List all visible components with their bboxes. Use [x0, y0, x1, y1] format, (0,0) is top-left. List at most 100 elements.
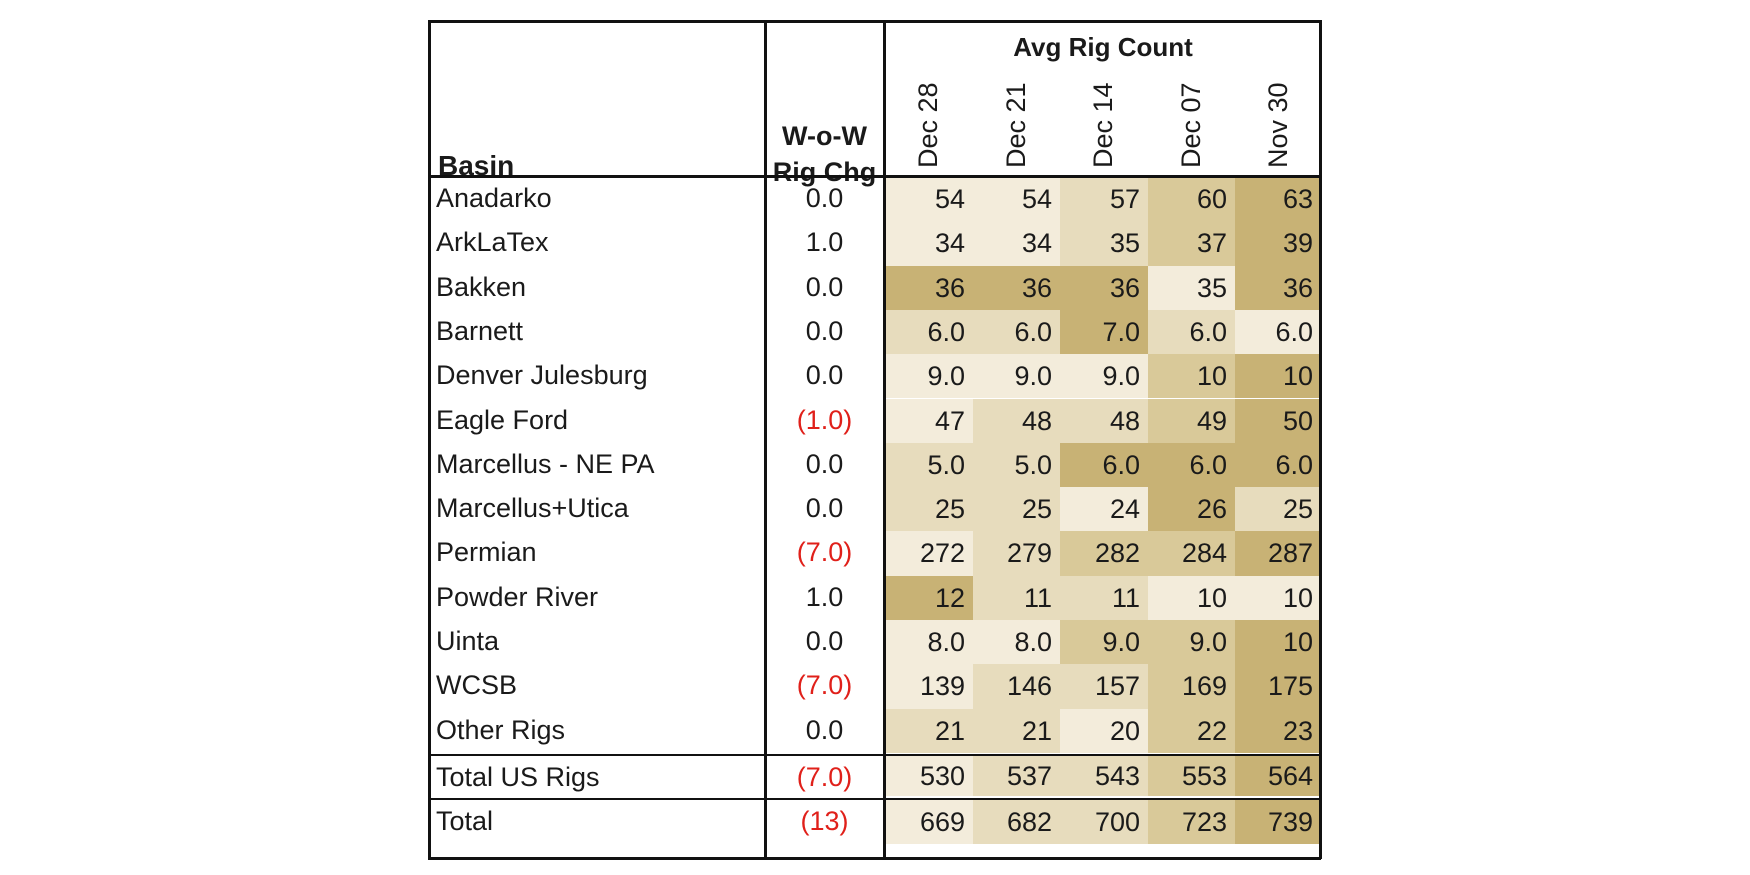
table-row-rig-count-cell: 34	[973, 221, 1060, 266]
total-us-row-label: Total US Rigs	[436, 761, 600, 792]
table-row-rig-count-cell: 36	[1235, 265, 1321, 310]
table-row-label: Powder River	[436, 581, 599, 612]
basin-column-divider	[764, 20, 767, 859]
table-row-rig-count-cell: 34	[885, 221, 973, 266]
wow-header-line2: Rig Chg	[772, 157, 877, 187]
wow-header-line1: W-o-W	[782, 121, 867, 151]
date-header: Dec 28	[913, 82, 943, 168]
date-header: Dec 07	[1176, 82, 1206, 168]
table-row-rig-count-cell: 25	[885, 487, 973, 532]
table-row-rig-count-cell: 146	[973, 664, 1060, 709]
table-row-label: Eagle Ford	[436, 404, 569, 435]
table-row-rig-count-cell: 9.0	[1060, 620, 1148, 665]
date-header: Dec 21	[1001, 82, 1031, 168]
table-row-wow-change: (7.0)	[796, 670, 853, 701]
table-row-wow-change: 0.0	[805, 183, 844, 213]
table-row-rig-count-cell: 6.0	[1235, 309, 1321, 355]
table-row-rig-count-cell: 157	[1060, 664, 1148, 709]
table-row-label: Permian	[436, 537, 537, 568]
table-row-label: WCSB	[436, 670, 517, 701]
total-row-rig-count-cell: 739	[1235, 799, 1321, 844]
table-row-rig-count-cell: 11	[1060, 575, 1148, 620]
top-border	[428, 20, 1321, 23]
table-row-rig-count-cell: 25	[1235, 487, 1321, 532]
table-row-rig-count-cell: 6.0	[1060, 442, 1148, 488]
table-row-label: Marcellus+Utica	[436, 493, 629, 524]
table-row-rig-count-cell: 287	[1235, 531, 1321, 576]
table-row-rig-count-cell: 48	[1060, 398, 1148, 443]
table-row-rig-count-cell: 37	[1148, 221, 1235, 266]
table-row-rig-count-cell: 60	[1148, 177, 1235, 222]
table-row-rig-count-cell: 25	[973, 487, 1060, 532]
table-row-rig-count-cell: 284	[1148, 531, 1235, 576]
table-row-wow-change: 0.0	[805, 626, 844, 656]
table-row-rig-count-cell: 6.0	[973, 309, 1060, 355]
table-row-rig-count-cell: 10	[1148, 575, 1235, 620]
total-us-row-rig-count-cell: 530	[885, 755, 973, 796]
table-row-rig-count-cell: 12	[885, 575, 973, 620]
table-row-wow-change: 0.0	[805, 493, 844, 524]
table-row-wow-change: 0.0	[805, 271, 844, 302]
table-row-rig-count-cell: 11	[973, 575, 1060, 620]
table-row-wow-change: (7.0)	[796, 537, 853, 568]
table-row-rig-count-cell: 20	[1060, 708, 1148, 753]
table-row-rig-count-cell: 169	[1148, 664, 1235, 709]
table-row-label: Uinta	[436, 626, 500, 656]
table-row-label: Bakken	[436, 271, 527, 302]
total-row-wow-change: (13)	[800, 805, 849, 836]
table-row-rig-count-cell: 9.0	[885, 354, 973, 399]
right-border	[1319, 20, 1322, 859]
table-row-rig-count-cell: 57	[1060, 177, 1148, 222]
table-row-rig-count-cell: 21	[885, 708, 973, 753]
table-row-wow-change: 0.0	[805, 714, 844, 745]
table-row-rig-count-cell: 8.0	[973, 620, 1060, 665]
table-row-rig-count-cell: 21	[973, 708, 1060, 753]
total-row-label: Total	[436, 805, 494, 836]
table-row-rig-count-cell: 6.0	[885, 309, 973, 355]
rig-count-table: Basin W-o-W Rig Chg Avg Rig Count Dec 28…	[428, 20, 1322, 860]
table-row-rig-count-cell: 54	[885, 177, 973, 222]
change-column-divider	[883, 20, 886, 859]
table-row-wow-change: 0.0	[805, 360, 844, 391]
table-row-label: Denver Julesburg	[436, 360, 648, 391]
header-divider	[428, 175, 1321, 178]
table-row-rig-count-cell: 26	[1148, 487, 1235, 532]
table-row-rig-count-cell: 39	[1235, 221, 1321, 266]
table-row-rig-count-cell: 35	[1060, 221, 1148, 266]
table-row-rig-count-cell: 139	[885, 664, 973, 709]
table-row-rig-count-cell: 6.0	[1148, 442, 1235, 488]
table-row-rig-count-cell: 35	[1148, 265, 1235, 310]
table-row-rig-count-cell: 9.0	[1060, 354, 1148, 399]
table-row-rig-count-cell: 175	[1235, 664, 1321, 709]
table-row-label: Marcellus - NE PA	[436, 448, 655, 479]
table-row-rig-count-cell: 47	[885, 398, 973, 443]
table-row-wow-change: 0.0	[805, 448, 844, 479]
table-row-wow-change: 1.0	[805, 581, 844, 612]
table-row-rig-count-cell: 63	[1235, 177, 1321, 222]
table-row-label: ArkLaTex	[436, 227, 549, 258]
table-row-rig-count-cell: 49	[1148, 398, 1235, 443]
date-header: Dec 14	[1088, 82, 1118, 168]
table-row-rig-count-cell: 22	[1148, 708, 1235, 753]
table-row-rig-count-cell: 10	[1235, 620, 1321, 665]
table-row-rig-count-cell: 36	[973, 265, 1060, 310]
table-row-rig-count-cell: 5.0	[973, 442, 1060, 488]
total-row-rig-count-cell: 723	[1148, 799, 1235, 844]
table-row-rig-count-cell: 6.0	[1148, 309, 1235, 355]
total-us-row-rig-count-cell: 553	[1148, 755, 1235, 796]
total-divider	[428, 797, 1321, 801]
table-row-wow-change: 0.0	[805, 315, 844, 346]
table-row-rig-count-cell: 10	[1235, 575, 1321, 620]
table-row-rig-count-cell: 9.0	[973, 354, 1060, 399]
total-us-row-rig-count-cell: 543	[1060, 755, 1148, 796]
left-border	[428, 20, 431, 859]
table-row-rig-count-cell: 36	[885, 265, 973, 310]
table-row-rig-count-cell: 5.0	[885, 442, 973, 488]
total-us-row-rig-count-cell: 564	[1235, 755, 1321, 796]
table-row-rig-count-cell: 48	[973, 398, 1060, 443]
table-row-rig-count-cell: 23	[1235, 708, 1321, 753]
table-row-wow-change: (1.0)	[796, 404, 853, 435]
table-row-rig-count-cell: 279	[973, 531, 1060, 576]
table-row-rig-count-cell: 54	[973, 177, 1060, 222]
table-row-label: Barnett	[436, 315, 524, 346]
